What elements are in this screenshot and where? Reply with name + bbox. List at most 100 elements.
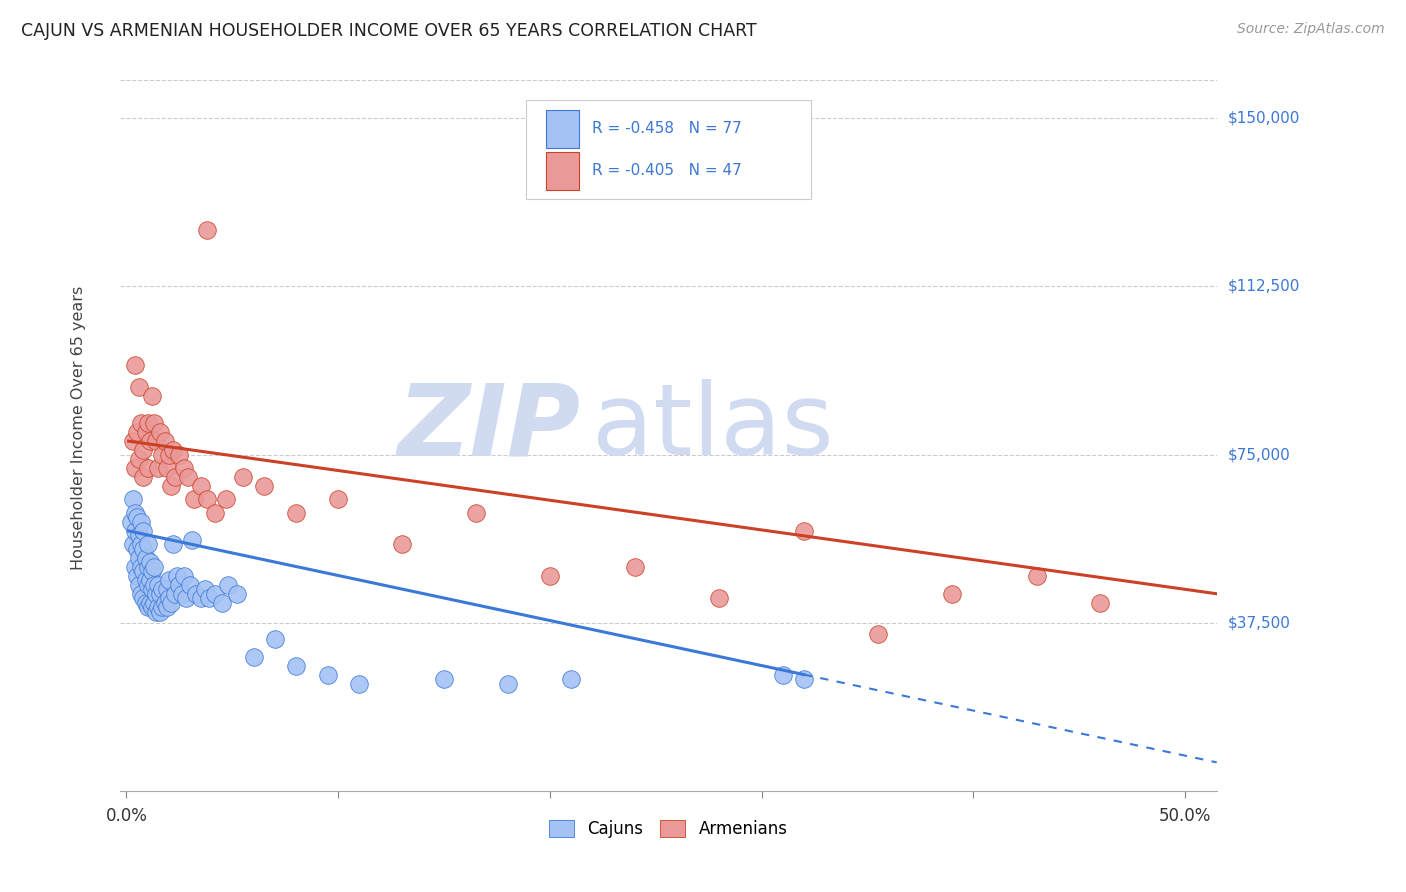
Point — [148, 461, 170, 475]
Point — [139, 555, 162, 569]
Point — [136, 461, 159, 475]
Point — [149, 605, 172, 619]
Point — [120, 515, 142, 529]
Point — [152, 600, 174, 615]
Point — [131, 416, 153, 430]
Point — [125, 425, 148, 439]
Point — [149, 425, 172, 439]
Point — [941, 587, 963, 601]
FancyBboxPatch shape — [546, 110, 578, 148]
Point — [143, 578, 166, 592]
Point — [173, 569, 195, 583]
Point — [132, 564, 155, 578]
Text: ZIP: ZIP — [398, 379, 581, 476]
Point — [772, 667, 794, 681]
Point — [141, 600, 163, 615]
Point — [157, 574, 180, 588]
Point — [284, 506, 307, 520]
FancyBboxPatch shape — [526, 101, 811, 199]
Point — [173, 461, 195, 475]
Point — [496, 676, 519, 690]
Point — [153, 434, 176, 449]
Point — [131, 559, 153, 574]
Point — [162, 537, 184, 551]
Point — [186, 587, 208, 601]
Point — [139, 574, 162, 588]
Point — [135, 596, 157, 610]
Point — [181, 533, 204, 547]
Text: $112,500: $112,500 — [1227, 279, 1299, 293]
Text: $75,000: $75,000 — [1227, 447, 1291, 462]
Point — [136, 600, 159, 615]
Point — [145, 587, 167, 601]
Point — [215, 492, 238, 507]
Point — [709, 591, 731, 606]
Point — [128, 578, 150, 592]
Point — [125, 510, 148, 524]
Point — [136, 559, 159, 574]
Point — [152, 448, 174, 462]
Text: $150,000: $150,000 — [1227, 111, 1299, 126]
Point — [124, 506, 146, 520]
Point — [148, 600, 170, 615]
Point — [170, 587, 193, 601]
Point — [195, 223, 218, 237]
Point — [143, 559, 166, 574]
Point — [160, 479, 183, 493]
Point — [152, 582, 174, 597]
Point — [253, 479, 276, 493]
Point — [225, 587, 247, 601]
Point — [121, 434, 143, 449]
Point — [136, 578, 159, 592]
Point — [190, 591, 212, 606]
Point — [141, 389, 163, 403]
Point — [132, 541, 155, 556]
Point — [136, 537, 159, 551]
Point — [156, 600, 179, 615]
Point — [143, 596, 166, 610]
Text: $37,500: $37,500 — [1227, 615, 1291, 631]
Point — [160, 596, 183, 610]
Point — [124, 461, 146, 475]
Point — [162, 443, 184, 458]
Point — [135, 550, 157, 565]
Point — [141, 582, 163, 597]
Point — [121, 537, 143, 551]
Point — [174, 591, 197, 606]
Point — [153, 596, 176, 610]
Point — [136, 416, 159, 430]
Text: R = -0.405   N = 47: R = -0.405 N = 47 — [592, 163, 741, 178]
Point — [124, 524, 146, 538]
Point — [217, 578, 239, 592]
Point — [124, 358, 146, 372]
Point — [157, 591, 180, 606]
Point — [391, 537, 413, 551]
Text: CAJUN VS ARMENIAN HOUSEHOLDER INCOME OVER 65 YEARS CORRELATION CHART: CAJUN VS ARMENIAN HOUSEHOLDER INCOME OVE… — [21, 22, 756, 40]
Point — [194, 582, 217, 597]
Point — [166, 569, 188, 583]
Point — [156, 461, 179, 475]
Point — [145, 605, 167, 619]
Point — [316, 667, 339, 681]
Point — [128, 452, 150, 467]
Point — [149, 587, 172, 601]
Point — [866, 627, 889, 641]
Point — [560, 672, 582, 686]
Point — [328, 492, 350, 507]
Point — [125, 569, 148, 583]
Point — [139, 434, 162, 449]
Point — [132, 443, 155, 458]
Point — [623, 559, 645, 574]
Point — [145, 434, 167, 449]
Point — [125, 541, 148, 556]
Point — [131, 515, 153, 529]
Point — [793, 524, 815, 538]
Point — [169, 448, 191, 462]
Point — [1090, 596, 1112, 610]
Point — [1025, 569, 1047, 583]
Point — [232, 470, 254, 484]
Point — [190, 479, 212, 493]
Point — [141, 564, 163, 578]
Point — [132, 470, 155, 484]
Point — [165, 470, 187, 484]
